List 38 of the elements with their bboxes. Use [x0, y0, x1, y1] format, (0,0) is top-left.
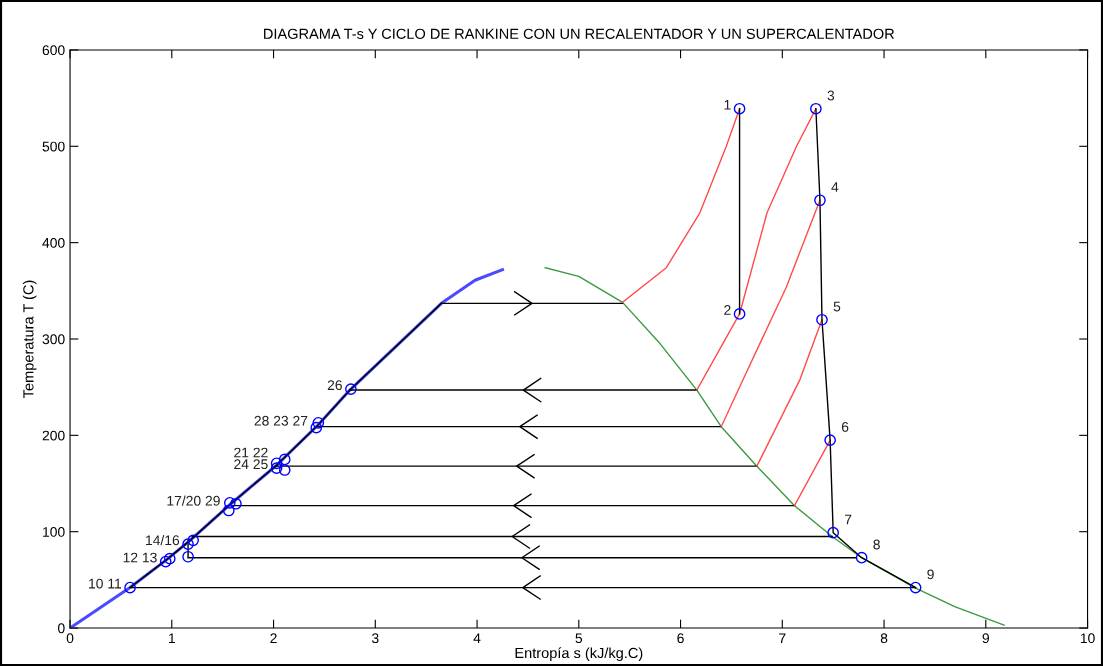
- annotation: 10 11: [89, 578, 122, 589]
- annotation: 14/16: [146, 534, 180, 546]
- annotation: 3: [827, 90, 835, 101]
- annotation: 8: [873, 539, 880, 550]
- annotation: 12 13: [123, 552, 157, 563]
- x-tick-label: 7: [779, 633, 786, 643]
- y-tick-label: 100: [43, 527, 65, 537]
- annotation: 9: [927, 569, 934, 580]
- x-tick-label: 9: [982, 633, 990, 644]
- x-tick-label: 4: [473, 633, 481, 643]
- y-tick-label: 200: [42, 430, 65, 441]
- annotation: 5: [833, 301, 841, 312]
- x-tick-label: 3: [371, 633, 379, 644]
- annotation: 2: [724, 305, 731, 315]
- y-tick-label: 500: [42, 141, 65, 152]
- x-tick-label: 2: [270, 633, 277, 643]
- x-tick-label: 6: [677, 633, 684, 644]
- chart-title: DIAGRAMA T-s Y CICLO DE RANKINE CON UN RECALENTADOR Y UN SUPERCALENTADOR: [264, 28, 895, 39]
- annotation: 28 23 27: [254, 415, 308, 426]
- x-axis-title: Entropía s (kJ/kg.C): [515, 647, 643, 661]
- annotation: 17/20 29: [167, 495, 220, 506]
- y-tick-label: 0: [58, 623, 65, 634]
- annotation: 7: [845, 514, 852, 525]
- annotation: 24 25: [234, 459, 268, 470]
- y-tick-label: 300: [42, 334, 65, 345]
- x-tick-label: 1: [168, 633, 175, 643]
- y-tick-label: 400: [42, 237, 65, 248]
- annotation: 26: [327, 380, 342, 391]
- x-tick-label: 5: [575, 633, 583, 644]
- x-tick-label: 0: [66, 633, 74, 644]
- annotation: 21 22: [234, 447, 268, 458]
- x-tick-label: 8: [880, 633, 888, 644]
- annotation: 1: [724, 99, 731, 110]
- y-axis-title: Temperatura T (C): [22, 280, 37, 398]
- annotation: 6: [841, 422, 849, 432]
- y-tick-label: 600: [42, 45, 65, 56]
- annotation: 4: [831, 182, 839, 192]
- x-tick-label: 10: [1080, 633, 1095, 644]
